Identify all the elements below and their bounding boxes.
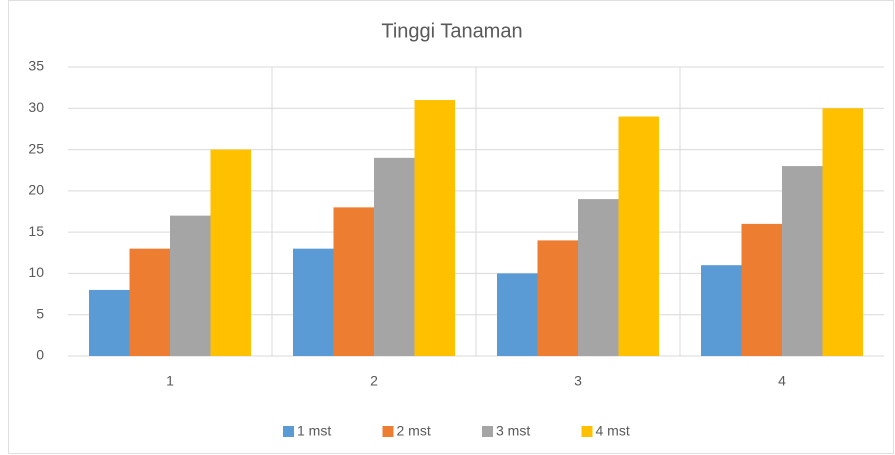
bar — [89, 289, 130, 356]
bar — [782, 166, 823, 356]
legend-label: 2 mst — [397, 423, 431, 439]
x-tick-label: 4 — [778, 373, 786, 389]
bar — [129, 248, 170, 356]
bar — [578, 199, 619, 356]
y-tick-label: 35 — [28, 58, 44, 74]
legend-label: 4 mst — [596, 423, 630, 439]
x-tick-label: 1 — [166, 373, 174, 389]
legend-swatch — [581, 426, 593, 437]
bar — [618, 116, 659, 357]
bar — [333, 207, 374, 356]
bar — [741, 223, 782, 356]
bar — [293, 248, 334, 356]
bar — [537, 240, 578, 356]
legend-swatch — [283, 426, 294, 437]
y-tick-label: 10 — [28, 264, 44, 280]
x-tick-label: 3 — [574, 373, 582, 389]
y-tick-label: 30 — [28, 99, 44, 115]
legend-swatch — [482, 426, 493, 437]
y-tick-label: 5 — [36, 305, 44, 321]
bar — [170, 215, 211, 356]
y-tick-label: 15 — [28, 223, 44, 239]
y-tick-label: 25 — [28, 140, 44, 156]
y-tick-label: 0 — [36, 347, 44, 363]
bar — [210, 149, 251, 356]
x-tick-label: 2 — [370, 373, 378, 389]
chart-title: Tinggi Tanaman — [381, 20, 522, 42]
bar — [701, 265, 742, 356]
y-tick-label: 20 — [28, 182, 44, 198]
bar — [374, 157, 415, 356]
bar — [497, 273, 538, 356]
legend-swatch — [382, 426, 394, 437]
legend-label: 3 mst — [496, 423, 530, 439]
bar — [414, 100, 455, 357]
legend-label: 1 mst — [297, 423, 331, 439]
bar — [822, 108, 863, 357]
